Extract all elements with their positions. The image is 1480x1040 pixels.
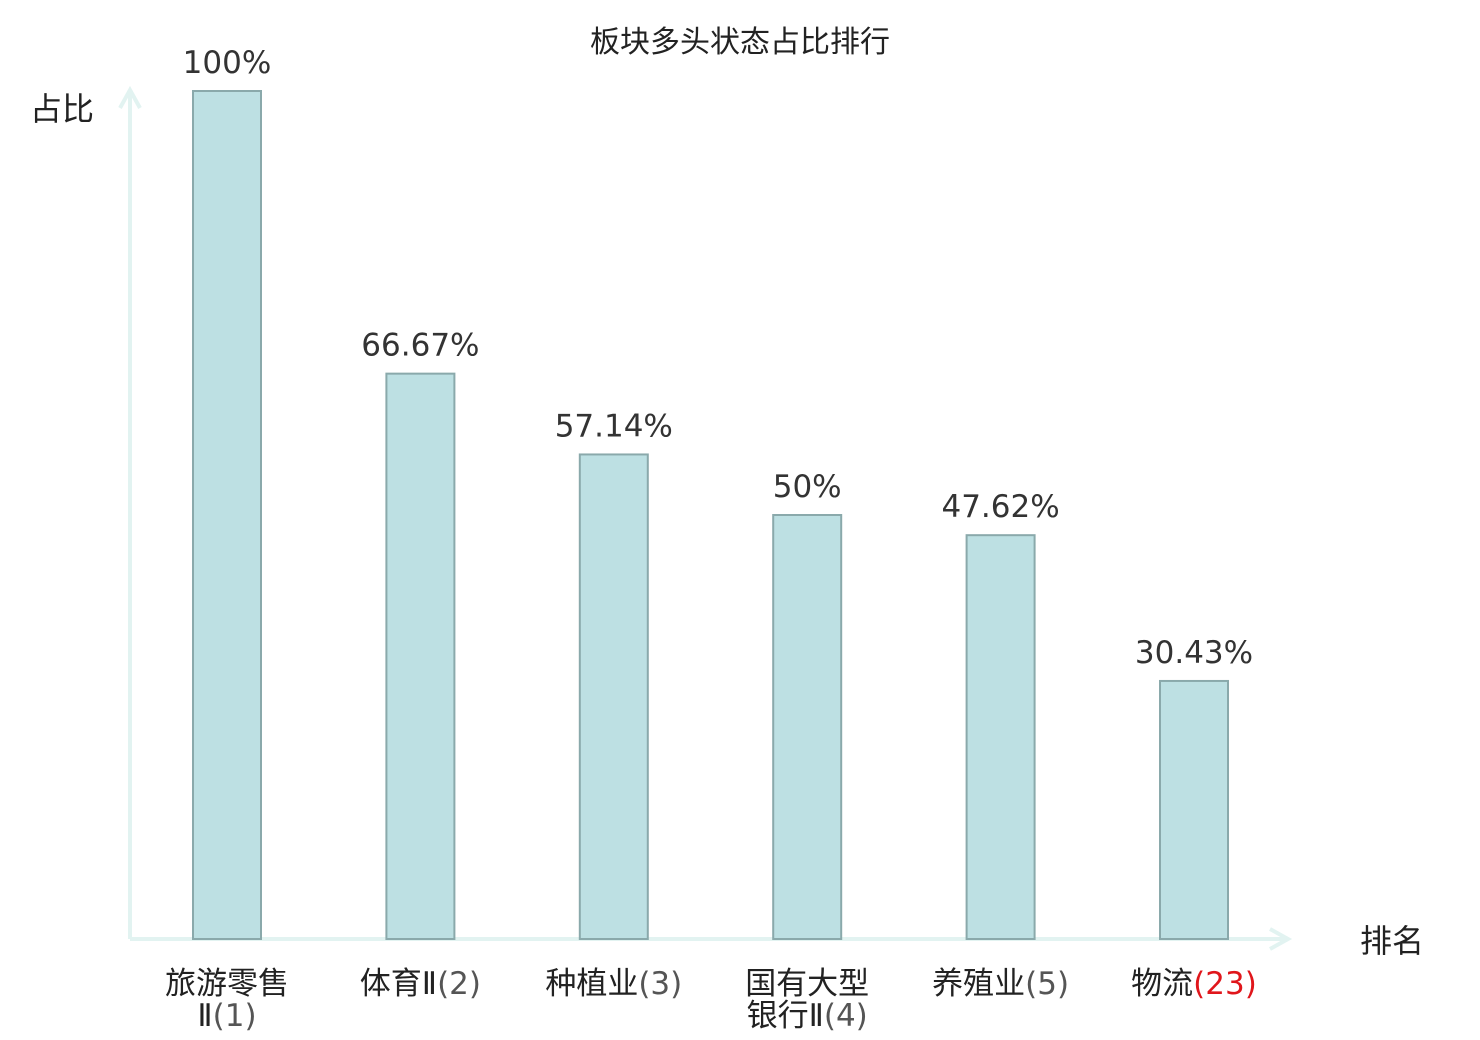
tick-label: 国有大型 xyxy=(745,966,869,1002)
tick-label-name: 养殖业 xyxy=(932,966,1025,1002)
tick-label-rank: (2) xyxy=(437,966,481,1002)
bar xyxy=(192,90,262,940)
y-axis-arrow-icon xyxy=(118,85,142,109)
tick-label-rank: (5) xyxy=(1025,966,1069,1002)
data-label: 66.67% xyxy=(361,328,479,364)
tick-label-name: 种植业 xyxy=(545,966,638,1002)
tick-label-name: 旅游零售 xyxy=(165,966,289,1002)
bar xyxy=(965,534,1036,940)
chart-title: 板块多头状态占比排行 xyxy=(590,25,890,60)
y-axis-label: 占比 xyxy=(30,90,94,128)
axes xyxy=(118,85,1293,951)
tick-label: 养殖业(5) xyxy=(932,966,1069,1002)
tick-label: 种植业(3) xyxy=(545,966,682,1002)
x-axis-label: 排名 xyxy=(1360,922,1424,960)
data-label: 47.62% xyxy=(941,489,1059,525)
tick-label: 体育Ⅱ(2) xyxy=(360,966,481,1002)
bar xyxy=(772,514,843,940)
tick-label-rank: (1) xyxy=(213,998,257,1034)
tick-label-name: 银行Ⅱ xyxy=(747,998,824,1034)
bars xyxy=(192,90,1229,940)
tick-label-rank: (4) xyxy=(824,998,868,1034)
tick-label: 旅游零售 xyxy=(165,966,289,1002)
data-label: 30.43% xyxy=(1135,635,1253,671)
tick-label: Ⅱ(1) xyxy=(197,998,256,1034)
data-label: 50% xyxy=(773,469,842,505)
bar xyxy=(385,372,456,940)
tick-label-name: 物流 xyxy=(1131,966,1193,1002)
tick-label-rank: (3) xyxy=(638,966,682,1002)
data-label: 57.14% xyxy=(555,408,673,444)
tick-label-name: Ⅱ xyxy=(197,998,212,1034)
tick-label-rank: (23) xyxy=(1193,966,1257,1002)
bar xyxy=(1159,679,1229,940)
data-label: 100% xyxy=(183,45,272,81)
tick-label: 物流(23) xyxy=(1131,966,1257,1002)
tick-label: 银行Ⅱ(4) xyxy=(747,998,868,1034)
value-labels: 100% 66.67% 57.14% 50% 47.62% 30.43% xyxy=(183,45,1253,671)
tick-label-name: 国有大型 xyxy=(745,966,869,1002)
bar xyxy=(578,453,649,940)
x-axis-arrow-icon xyxy=(1269,927,1293,951)
tick-label-name: 体育Ⅱ xyxy=(360,966,437,1002)
